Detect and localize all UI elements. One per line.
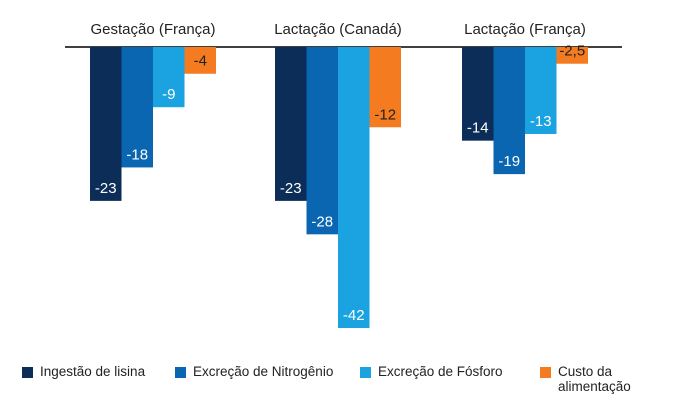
bar [121,47,153,168]
bar [338,47,370,328]
bar [153,47,185,108]
data-label: -23 [95,180,117,197]
data-label: -42 [343,307,365,324]
category-label: Lactação (Canadá) [274,21,402,38]
category-label: Lactação (França) [464,21,586,38]
data-label: -19 [498,153,520,170]
data-label: -9 [162,86,175,103]
legend-item: Custo da alimentação [540,364,640,394]
legend-label: Custo da alimentação [558,364,631,394]
data-label: -28 [311,213,333,230]
legend-item: Ingestão de lisina [22,364,145,379]
category-label: Gestação (França) [90,21,215,38]
bar [462,47,494,141]
legend-label: Excreção de Nitrogênio [193,364,334,379]
data-label: -23 [280,180,302,197]
bar [493,47,525,175]
legend-item: Excreção de Nitrogênio [175,364,333,379]
data-label: -4 [194,53,207,70]
bar [90,47,122,201]
legend-swatch [360,367,371,378]
bar [306,47,338,235]
data-label: -2,5 [559,43,585,60]
data-label: -14 [467,120,489,137]
legend-label: Excreção de Fósforo [378,364,503,379]
bar [184,47,216,74]
bar [275,47,307,201]
data-label: -12 [374,106,396,123]
legend-swatch [22,367,33,378]
legend-item: Excreção de Fósforo [360,364,503,379]
bar [525,47,557,134]
legend-label: Ingestão de lisina [40,364,146,379]
bar [556,47,588,64]
legend-swatch [175,367,186,378]
data-label: -18 [126,146,148,163]
legend-swatch [540,367,551,378]
data-label: -13 [530,113,552,130]
bar [369,47,401,128]
